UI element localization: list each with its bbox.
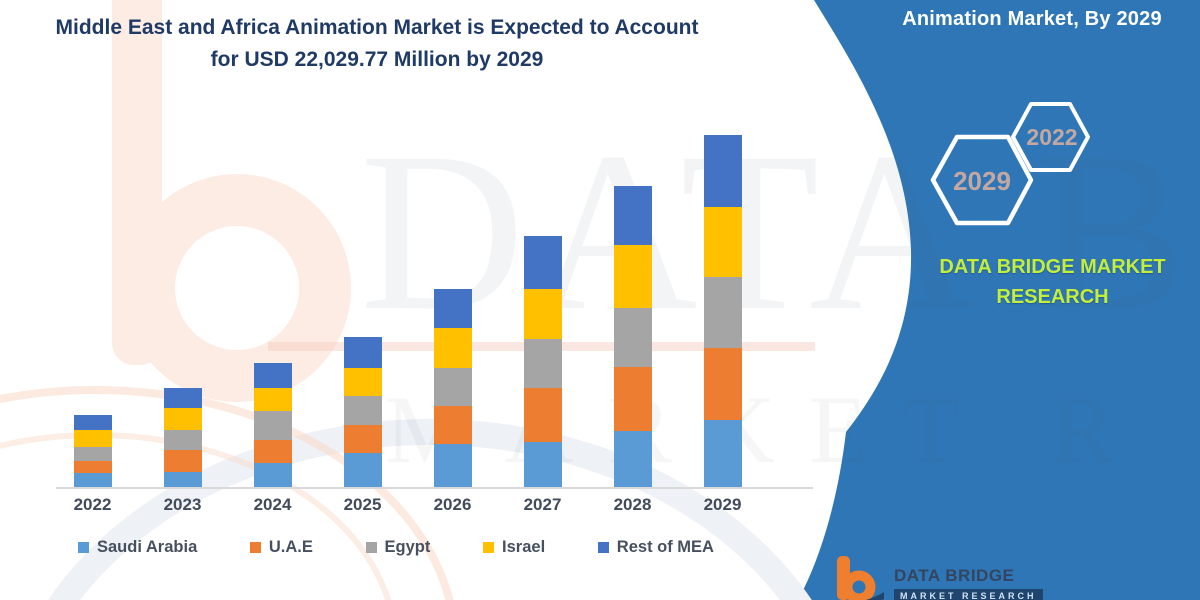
bar-2025 bbox=[343, 337, 382, 487]
bar-segment-2026-egypt bbox=[433, 367, 472, 407]
bar-segment-2022-rest-of-mea bbox=[73, 414, 112, 431]
bar-segment-2022-egypt bbox=[73, 446, 112, 461]
footer-logo-line2: MARKET RESEARCH bbox=[894, 589, 1043, 600]
bar-segment-2027-israel bbox=[523, 289, 562, 339]
bar-segment-2027-saudi-arabia bbox=[523, 441, 562, 487]
legend-swatch-icon bbox=[78, 542, 89, 553]
bar-segment-2022-saudi-arabia bbox=[73, 472, 112, 487]
legend-label: Saudi Arabia bbox=[97, 538, 198, 556]
legend-swatch-icon bbox=[597, 542, 609, 553]
footer-logo-line1: DATA BRIDGE bbox=[894, 566, 1015, 585]
bar-2028 bbox=[613, 185, 652, 487]
x-axis-line bbox=[56, 487, 813, 489]
legend-swatch-icon bbox=[249, 542, 261, 553]
bar-2022 bbox=[73, 414, 112, 487]
bar-segment-2023-rest-of-mea bbox=[163, 387, 202, 408]
data-bridge-logo-icon bbox=[837, 556, 884, 600]
bar-segment-2024-saudi-arabia bbox=[253, 463, 292, 487]
bar-segment-2026-rest-of-mea bbox=[433, 289, 472, 329]
bar-2023 bbox=[163, 387, 202, 487]
x-axis-label-2026: 2026 bbox=[433, 495, 472, 514]
legend-label: U.A.E bbox=[268, 538, 313, 556]
brand-text: DATA BRIDGE MARKET RESEARCH bbox=[915, 252, 1190, 312]
bar-segment-2022-israel bbox=[73, 430, 112, 447]
side-panel-title: Animation Market, By 2029 bbox=[902, 8, 1162, 30]
x-axis-label-2025: 2025 bbox=[343, 495, 382, 514]
bar-segment-2026-saudi-arabia bbox=[433, 443, 472, 487]
legend-label: Israel bbox=[502, 538, 546, 556]
bar-segment-2024-egypt bbox=[253, 411, 292, 440]
x-axis-label-2023: 2023 bbox=[163, 495, 202, 514]
bar-segment-2029-egypt bbox=[703, 277, 742, 349]
legend-swatch-icon bbox=[365, 542, 377, 553]
bar-segment-2027-egypt bbox=[523, 338, 562, 388]
plot-area: 2022 2023 2024 2025 2026 2027 2028 2029 bbox=[73, 135, 742, 514]
bar-segment-2025-rest-of-mea bbox=[343, 337, 382, 368]
bar-segment-2029-israel bbox=[703, 206, 742, 278]
bar-segment-2024-u-a-e bbox=[253, 439, 292, 464]
bar-2029 bbox=[703, 135, 742, 487]
bar-segment-2022-u-a-e bbox=[73, 460, 112, 473]
chart-legend: Saudi Arabia U.A.E Egypt Israel Rest of MEA bbox=[78, 538, 714, 557]
legend-item-egypt: Egypt bbox=[365, 538, 431, 557]
bar-2027 bbox=[523, 236, 562, 487]
x-axis-label-2022: 2022 bbox=[73, 495, 112, 514]
legend-label: Egypt bbox=[384, 538, 431, 556]
chart-title: Middle East and Africa Animation Market … bbox=[22, 12, 732, 75]
chart-title-line1: Middle East and Africa Animation Market … bbox=[55, 16, 699, 39]
footer-logo: DATA BRIDGE MARKET RESEARCH bbox=[830, 556, 1043, 600]
bar-segment-2023-egypt bbox=[163, 430, 202, 451]
legend-item-israel: Israel bbox=[483, 538, 545, 557]
bar-segment-2023-saudi-arabia bbox=[163, 471, 202, 487]
bar-2024 bbox=[253, 363, 292, 487]
brand-text-line2: RESEARCH bbox=[996, 286, 1109, 308]
bar-segment-2029-saudi-arabia bbox=[703, 419, 742, 487]
x-axis-label-2028: 2028 bbox=[613, 495, 652, 514]
chart-title-line2: for USD 22,029.77 Million by 2029 bbox=[210, 47, 544, 71]
brand-text-line1: DATA BRIDGE MARKET bbox=[939, 256, 1166, 278]
legend-item-rest-of-mea: Rest of MEA bbox=[597, 538, 714, 557]
x-axis-label-2027: 2027 bbox=[523, 495, 562, 514]
hexagon-2029-label: 2029 bbox=[953, 166, 1011, 196]
bar-segment-2025-u-a-e bbox=[343, 424, 382, 454]
bar-segment-2026-u-a-e bbox=[433, 406, 472, 444]
bar-segment-2029-rest-of-mea bbox=[703, 135, 742, 207]
bar-segment-2026-israel bbox=[433, 328, 472, 368]
x-axis-label-2024: 2024 bbox=[253, 495, 292, 514]
x-axis-label-2029: 2029 bbox=[703, 495, 742, 514]
bar-segment-2028-saudi-arabia bbox=[613, 431, 652, 487]
bar-segment-2025-saudi-arabia bbox=[343, 453, 382, 487]
legend-label: Rest of MEA bbox=[616, 538, 714, 556]
bar-segment-2028-u-a-e bbox=[613, 367, 652, 432]
bar-segment-2023-israel bbox=[163, 407, 202, 431]
bar-segment-2025-israel bbox=[343, 367, 382, 397]
footer-logo-text: DATA BRIDGE MARKET RESEARCH bbox=[894, 566, 1043, 600]
bar-segment-2028-egypt bbox=[613, 308, 652, 368]
bar-segment-2025-egypt bbox=[343, 396, 382, 425]
bar-segment-2023-u-a-e bbox=[163, 450, 202, 472]
bar-segment-2024-rest-of-mea bbox=[253, 363, 292, 388]
bar-segment-2027-rest-of-mea bbox=[523, 236, 562, 290]
legend-item-u-a-e: U.A.E bbox=[249, 538, 313, 557]
bar-segment-2028-rest-of-mea bbox=[613, 185, 652, 246]
hexagon-2022-label: 2022 bbox=[1026, 124, 1078, 150]
bar-segment-2027-u-a-e bbox=[523, 387, 562, 442]
legend-item-saudi-arabia: Saudi Arabia bbox=[78, 538, 197, 557]
bar-segment-2028-israel bbox=[613, 245, 652, 309]
bar-2026 bbox=[433, 289, 472, 487]
bar-segment-2024-israel bbox=[253, 387, 292, 412]
bar-segment-2029-u-a-e bbox=[703, 348, 742, 420]
legend-swatch-icon bbox=[483, 542, 495, 553]
